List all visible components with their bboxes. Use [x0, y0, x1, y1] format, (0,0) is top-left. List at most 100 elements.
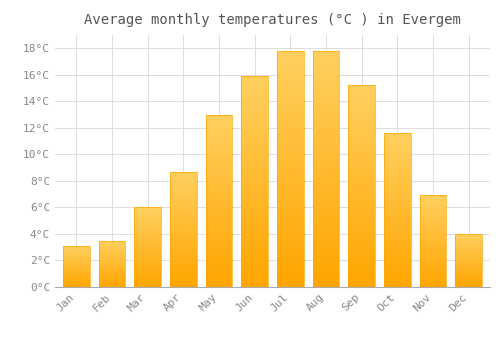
- Bar: [134, 276, 161, 278]
- Bar: [312, 72, 340, 75]
- Bar: [277, 204, 303, 207]
- Bar: [170, 248, 196, 249]
- Bar: [170, 236, 196, 237]
- Bar: [242, 175, 268, 177]
- Bar: [312, 143, 340, 145]
- Bar: [170, 206, 196, 208]
- Bar: [384, 225, 410, 227]
- Bar: [312, 259, 340, 261]
- Bar: [170, 181, 196, 182]
- Bar: [348, 261, 375, 263]
- Bar: [277, 164, 303, 167]
- Bar: [455, 261, 482, 262]
- Bar: [134, 224, 161, 225]
- Bar: [242, 120, 268, 122]
- Bar: [420, 241, 446, 242]
- Bar: [384, 243, 410, 244]
- Bar: [242, 240, 268, 243]
- Bar: [348, 267, 375, 269]
- Bar: [206, 254, 233, 256]
- Bar: [242, 76, 268, 78]
- Bar: [312, 211, 340, 214]
- Bar: [206, 251, 233, 252]
- Bar: [348, 99, 375, 102]
- Bar: [242, 83, 268, 85]
- Bar: [98, 274, 126, 275]
- Bar: [384, 213, 410, 215]
- Bar: [384, 265, 410, 267]
- Bar: [170, 275, 196, 276]
- Bar: [170, 284, 196, 285]
- Bar: [348, 259, 375, 261]
- Bar: [420, 261, 446, 262]
- Bar: [242, 152, 268, 154]
- Bar: [134, 232, 161, 233]
- Bar: [277, 233, 303, 235]
- Bar: [384, 201, 410, 202]
- Bar: [420, 281, 446, 282]
- Bar: [206, 144, 233, 146]
- Bar: [277, 249, 303, 252]
- Bar: [312, 75, 340, 77]
- Bar: [312, 275, 340, 278]
- Bar: [170, 260, 196, 261]
- Bar: [170, 229, 196, 230]
- Bar: [63, 263, 90, 264]
- Bar: [242, 118, 268, 120]
- Bar: [312, 223, 340, 226]
- Bar: [277, 91, 303, 93]
- Bar: [420, 245, 446, 246]
- Bar: [242, 148, 268, 150]
- Bar: [348, 194, 375, 196]
- Bar: [98, 272, 126, 273]
- Bar: [277, 259, 303, 261]
- Bar: [420, 259, 446, 260]
- Bar: [206, 130, 233, 132]
- Bar: [206, 114, 233, 287]
- Bar: [277, 209, 303, 211]
- Bar: [348, 196, 375, 198]
- Bar: [206, 235, 233, 237]
- Bar: [455, 253, 482, 254]
- Bar: [134, 237, 161, 238]
- Bar: [170, 214, 196, 216]
- Bar: [420, 221, 446, 222]
- Bar: [277, 169, 303, 171]
- Bar: [170, 274, 196, 275]
- Bar: [206, 237, 233, 239]
- Bar: [455, 268, 482, 269]
- Bar: [242, 76, 268, 287]
- Bar: [348, 178, 375, 180]
- Bar: [277, 141, 303, 143]
- Bar: [63, 271, 90, 272]
- Bar: [455, 234, 482, 235]
- Bar: [384, 239, 410, 241]
- Bar: [420, 230, 446, 231]
- Bar: [206, 180, 233, 182]
- Bar: [242, 125, 268, 127]
- Bar: [134, 251, 161, 252]
- Bar: [170, 232, 196, 233]
- Bar: [348, 90, 375, 91]
- Bar: [206, 272, 233, 273]
- Bar: [98, 278, 126, 279]
- Bar: [277, 105, 303, 107]
- Bar: [277, 77, 303, 79]
- Bar: [420, 269, 446, 270]
- Bar: [134, 247, 161, 248]
- Bar: [170, 216, 196, 217]
- Bar: [134, 210, 161, 211]
- Bar: [277, 216, 303, 218]
- Bar: [98, 281, 126, 282]
- Bar: [455, 286, 482, 287]
- Bar: [170, 281, 196, 282]
- Bar: [277, 247, 303, 249]
- Bar: [242, 156, 268, 158]
- Bar: [206, 240, 233, 242]
- Bar: [384, 282, 410, 284]
- Bar: [312, 237, 340, 240]
- Bar: [206, 178, 233, 180]
- Bar: [420, 196, 446, 287]
- Bar: [206, 215, 233, 216]
- Bar: [348, 234, 375, 237]
